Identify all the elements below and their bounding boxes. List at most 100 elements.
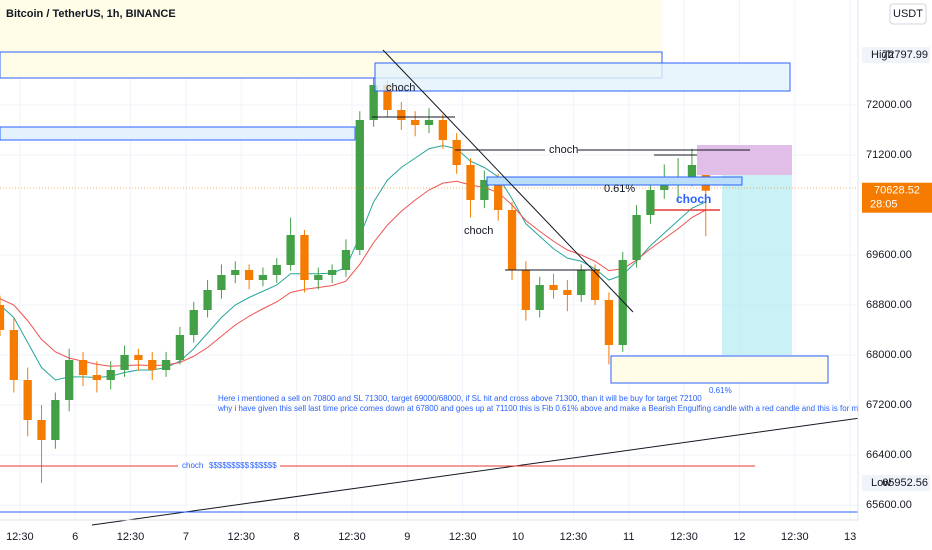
candle-body xyxy=(272,265,281,275)
x-tick-label: 12 xyxy=(733,531,745,543)
zone xyxy=(0,126,356,141)
candle-body xyxy=(175,335,185,360)
candle-body xyxy=(411,120,420,125)
candle-body xyxy=(9,330,18,380)
candle-body xyxy=(217,275,226,290)
candle-body xyxy=(618,260,627,345)
candle-body xyxy=(355,120,364,250)
x-tick-label: 12:30 xyxy=(338,531,366,543)
last-price: 70628.52 xyxy=(874,185,920,197)
y-tick-label: 72000.00 xyxy=(866,99,912,111)
plot xyxy=(0,0,858,520)
annotation: $$$$$$ xyxy=(250,461,277,470)
candle-body xyxy=(203,290,212,310)
currency: USDT xyxy=(893,8,923,20)
candle-body xyxy=(314,275,323,280)
y-tick-label: 68000.00 xyxy=(866,349,912,361)
y-tick-label: 71200.00 xyxy=(866,149,912,161)
candle-body xyxy=(92,375,102,380)
marker-value: 72797.99 xyxy=(882,49,928,61)
currency-button[interactable] xyxy=(889,3,927,25)
drawings: choch choch choch choch 0.61% 0.61% choc… xyxy=(0,0,932,526)
candle-body xyxy=(23,380,32,420)
candle-body xyxy=(244,270,254,280)
annotation: 0.61% xyxy=(604,183,635,195)
x-tick-label: 6 xyxy=(72,531,78,543)
candle-body xyxy=(161,360,171,370)
candle-body xyxy=(466,165,475,200)
candle-body xyxy=(563,290,572,295)
trend-line xyxy=(382,49,634,313)
countdown: 28:05 xyxy=(870,199,898,211)
marker-value: 65952.56 xyxy=(882,477,928,489)
candle-body xyxy=(646,190,655,215)
candle-body xyxy=(286,235,295,265)
candle-body xyxy=(106,370,115,380)
x-tick-label: 12:30 xyxy=(560,531,588,543)
annotation: 0.61% xyxy=(709,386,732,395)
x-tick-label: 7 xyxy=(183,531,189,543)
x-tick-label: 10 xyxy=(512,531,524,543)
candle-body xyxy=(383,85,392,110)
annotation: $$$$$$$$$ xyxy=(209,461,250,470)
x-tick-label: 12:30 xyxy=(449,531,477,543)
x-tick-label: 12:30 xyxy=(6,531,34,543)
last-price-tag xyxy=(862,182,932,213)
candle-body xyxy=(134,355,143,360)
candle-body xyxy=(687,165,697,180)
candle-body xyxy=(65,360,74,400)
x-tick-label: 12:30 xyxy=(670,531,698,543)
annotation: choch xyxy=(549,144,578,156)
price-axis xyxy=(858,0,932,550)
candle-body xyxy=(507,210,517,270)
marker-label: Low xyxy=(871,477,891,489)
y-tick-label: 65600.00 xyxy=(866,499,912,511)
candle-body xyxy=(604,300,614,345)
annotation: choch xyxy=(182,461,203,470)
x-tick-label: 9 xyxy=(404,531,410,543)
candle-body xyxy=(424,120,434,125)
x-tick-label: 11 xyxy=(623,531,634,543)
x-tick-label: 12:30 xyxy=(227,531,255,543)
candle-body xyxy=(632,215,641,260)
candle-body xyxy=(37,420,46,440)
marker-tag xyxy=(862,474,930,491)
annotation: Here i mentioned a sell on 70800 and SL … xyxy=(218,394,702,403)
candle-body xyxy=(577,270,586,295)
candle-body xyxy=(148,360,157,370)
y-tick-label: 69600.00 xyxy=(866,249,912,261)
x-tick-label: 12:30 xyxy=(781,531,809,543)
y-tick-label: 68800.00 xyxy=(866,299,912,311)
zone xyxy=(610,355,829,384)
candle-body xyxy=(231,270,240,275)
candle-body xyxy=(660,185,669,190)
candle-body xyxy=(341,250,351,270)
candle-body xyxy=(189,310,198,335)
candle-body xyxy=(535,285,544,310)
candle-body xyxy=(120,355,129,370)
marker-label: High xyxy=(871,49,894,61)
candle-body xyxy=(51,400,60,440)
marker-tag xyxy=(862,47,930,64)
chart-title: Bitcoin / TetherUS, 1h, BINANCE xyxy=(6,8,176,20)
candle-body xyxy=(549,285,558,290)
x-tick-label: 8 xyxy=(294,531,300,543)
candle-body xyxy=(494,180,503,210)
candle-body xyxy=(327,270,337,275)
candle-body xyxy=(300,235,309,280)
annotation: why i have given this sell last time pri… xyxy=(217,404,932,413)
annotation: choch xyxy=(464,225,493,237)
candle-body xyxy=(521,270,531,310)
x-tick-label: 12:30 xyxy=(117,531,145,543)
candle-body xyxy=(369,85,378,120)
candle-body xyxy=(438,120,447,140)
annotation: choch xyxy=(386,82,415,94)
candle-body xyxy=(78,360,88,375)
candle-body xyxy=(590,270,600,300)
zone xyxy=(486,176,743,186)
candle-body xyxy=(258,275,268,280)
candle-body xyxy=(0,305,5,330)
y-tick-label: 66400.00 xyxy=(866,449,912,461)
x-tick-label: 13 xyxy=(844,531,856,543)
